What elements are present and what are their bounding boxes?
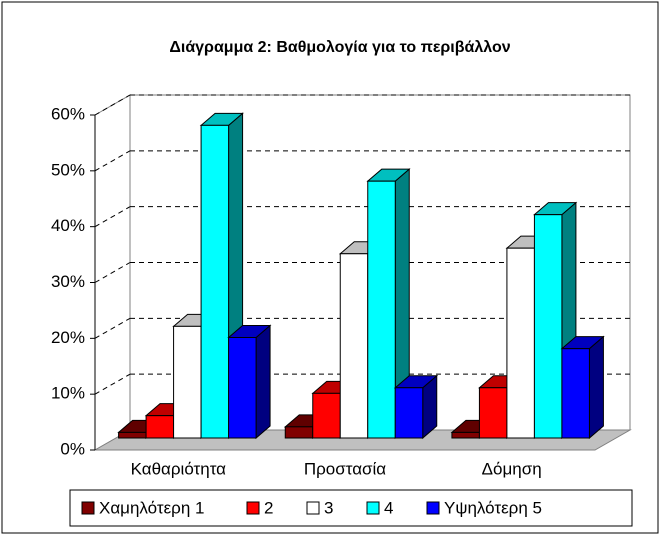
bar-front	[533, 214, 563, 439]
legend-label: 3	[324, 498, 333, 517]
bar-front	[200, 124, 230, 439]
legend-swatch	[246, 501, 260, 515]
legend-swatch	[81, 501, 95, 515]
bar-front	[561, 348, 590, 439]
bar-front	[367, 180, 396, 439]
legend-swatch	[366, 501, 380, 515]
bar-front	[312, 392, 341, 439]
y-tick-label: 20%	[51, 328, 85, 347]
grid-line	[94, 373, 131, 395]
x-tick-label: Δόμηση	[482, 459, 542, 478]
bar-front	[339, 253, 369, 439]
legend: Χαμηλότερη 1 2 3 4 Υψηλότερη 5	[69, 489, 633, 527]
bar-front	[228, 337, 257, 439]
bar-front	[284, 426, 314, 439]
grid-line	[94, 206, 131, 228]
y-tick-label: 40%	[51, 216, 85, 235]
y-tick-label: 0%	[60, 439, 85, 458]
y-tick-label: 10%	[51, 384, 85, 403]
bar-front	[394, 387, 424, 439]
legend-label: 4	[384, 498, 393, 517]
x-tick-label: Καθαριότητα	[131, 459, 227, 478]
grid-line	[94, 94, 131, 116]
bar-side	[255, 324, 271, 440]
bar-front	[478, 387, 508, 439]
x-tick-label: Προστασία	[304, 459, 386, 478]
legend-box	[69, 489, 633, 527]
bar	[393, 374, 439, 440]
grid-line	[94, 150, 131, 172]
legend-label: Υψηλότερη 5	[444, 498, 542, 517]
legend-label: 2	[264, 498, 273, 517]
grid-line	[94, 262, 131, 283]
grid-line	[94, 317, 131, 339]
bar	[560, 335, 605, 440]
legend-swatch	[426, 501, 440, 515]
y-tick-label: 50%	[51, 160, 85, 179]
bar-side	[588, 335, 604, 440]
bar-front	[506, 247, 535, 439]
bar-front	[118, 431, 147, 439]
bar-front	[145, 415, 175, 439]
legend-swatch	[306, 501, 320, 515]
bar	[366, 168, 411, 440]
chart-title: Διάγραμμα 2: Βαθμολογία για το περιβάλλο…	[169, 39, 510, 56]
y-tick-label: 30%	[51, 272, 85, 291]
legend-label: Χαμηλότερη 1	[99, 498, 204, 517]
bar-front	[173, 325, 202, 439]
bar-front	[451, 431, 480, 439]
y-tick-label: 60%	[51, 104, 85, 123]
bar	[227, 324, 272, 440]
